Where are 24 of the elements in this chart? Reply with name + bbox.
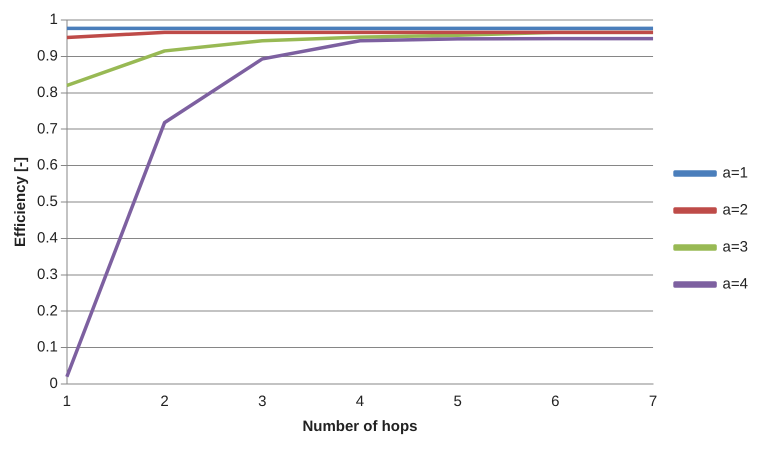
x-axis-title: Number of hops xyxy=(302,418,418,436)
x-tick-label: 1 xyxy=(62,393,72,410)
legend-label: a=1 xyxy=(722,164,748,182)
y-tick-label: 0.6 xyxy=(36,156,58,174)
y-axis-title: Efficiency [-] xyxy=(12,156,30,248)
y-tick-label: 0.1 xyxy=(36,338,58,356)
legend-label: a=3 xyxy=(722,238,748,256)
y-tick-label: 0.2 xyxy=(36,302,58,320)
x-tick-label: 6 xyxy=(551,393,560,410)
y-tick-label: 0.5 xyxy=(36,193,58,210)
y-tick-label: 0 xyxy=(50,375,58,392)
y-tick-label: 0.3 xyxy=(36,266,58,283)
y-tick-label: 0.4 xyxy=(36,230,58,247)
x-tick-label: 5 xyxy=(453,393,462,410)
x-tick-label: 3 xyxy=(258,393,266,410)
x-tick-label: 2 xyxy=(160,393,169,410)
y-tick-label: 0.8 xyxy=(36,84,58,101)
legend-label: a=4 xyxy=(722,276,748,293)
y-tick-label: 1 xyxy=(50,11,58,28)
x-tick-label: 7 xyxy=(648,393,658,410)
legend-label: a=2 xyxy=(722,202,748,219)
x-tick-label: 4 xyxy=(356,393,364,410)
y-tick-label: 0.9 xyxy=(36,48,58,65)
y-tick-label: 0.7 xyxy=(36,120,58,138)
